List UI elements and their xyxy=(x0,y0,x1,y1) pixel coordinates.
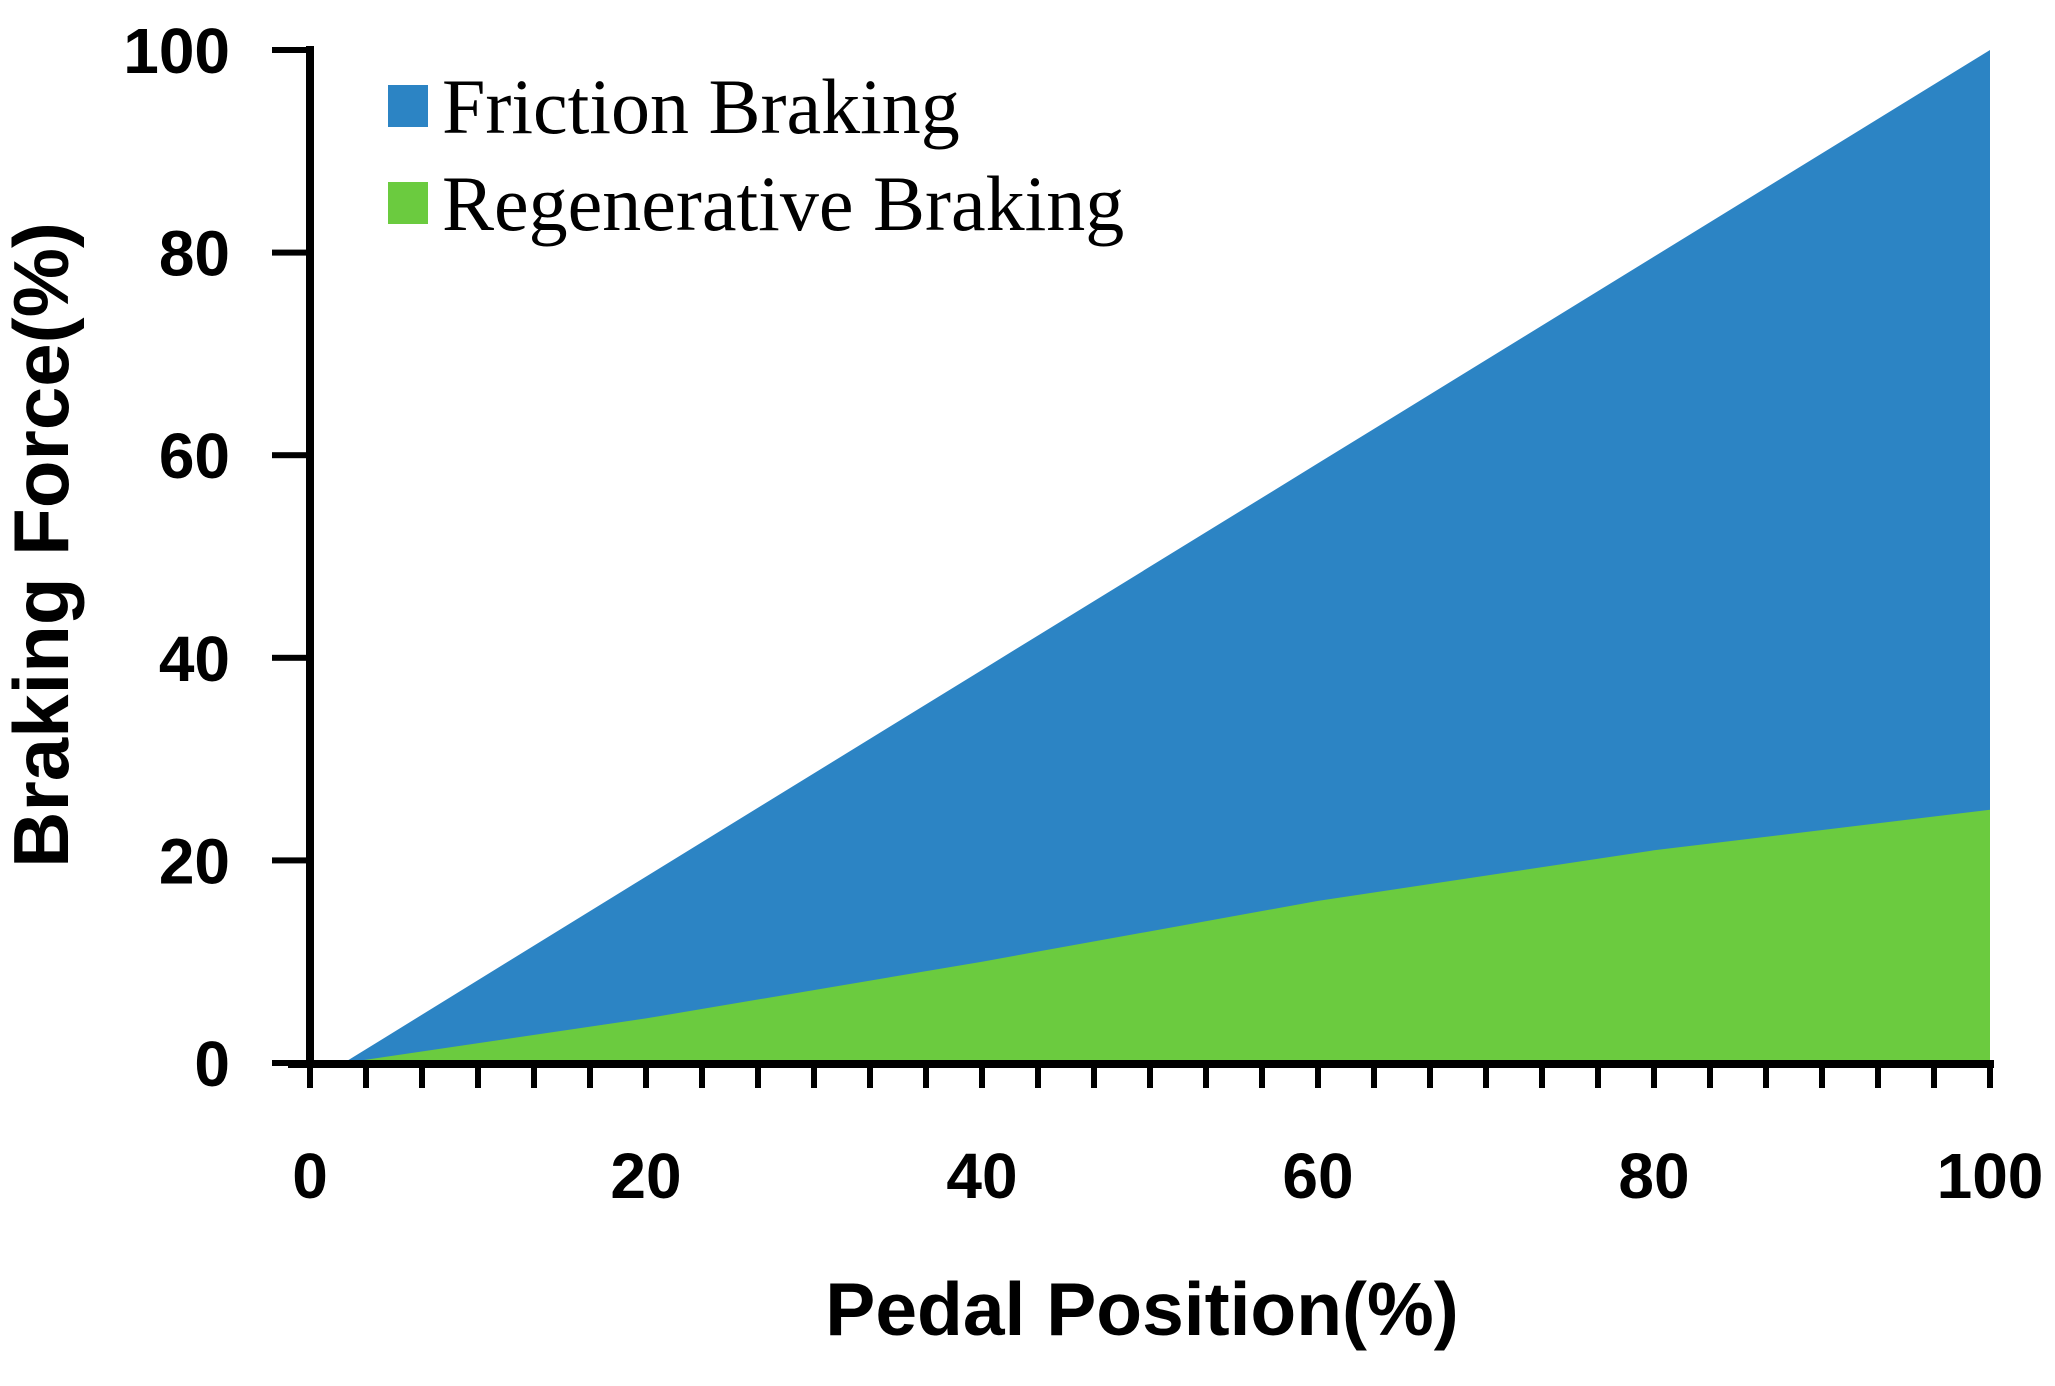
x-axis-minor-tick xyxy=(363,1068,369,1088)
x-axis-minor-tick xyxy=(699,1068,705,1088)
x-axis-minor-tick xyxy=(867,1068,873,1088)
x-axis-minor-tick xyxy=(1371,1068,1377,1088)
x-axis-line xyxy=(288,1060,1994,1068)
x-axis-minor-tick xyxy=(1091,1068,1097,1088)
y-axis-tick-label: 60 xyxy=(159,420,230,492)
x-axis-tick-label: 60 xyxy=(1282,1140,1353,1212)
legend-swatch-friction-braking xyxy=(388,85,428,127)
y-axis-tick xyxy=(272,249,306,256)
x-axis-minor-tick xyxy=(1483,1068,1489,1088)
x-axis-minor-tick xyxy=(1931,1068,1937,1088)
friction-braking-area xyxy=(310,50,1990,1063)
x-axis-tick-label: 80 xyxy=(1618,1140,1689,1212)
x-axis-minor-tick xyxy=(1315,1068,1321,1088)
x-axis-minor-tick xyxy=(1819,1068,1825,1088)
y-axis-tick xyxy=(272,654,306,661)
x-axis-minor-tick xyxy=(475,1068,481,1088)
regenerative-braking-area xyxy=(310,809,1990,1063)
x-axis-minor-tick xyxy=(1427,1068,1433,1088)
axis-tick-labels: 0 20 40 60 80 100 0 20 40 60 80 100 xyxy=(123,15,2043,1212)
y-axis-tick-label: 0 xyxy=(194,1028,230,1100)
y-axis-title: Braking Force(%) xyxy=(0,222,85,868)
axis-ticks xyxy=(272,47,1993,1088)
x-axis-title: Pedal Position(%) xyxy=(825,1267,1458,1351)
x-axis-minor-tick xyxy=(1987,1068,1993,1088)
y-axis-tick-label: 20 xyxy=(159,825,230,897)
y-axis-tick-label: 100 xyxy=(123,15,230,87)
x-axis-minor-tick xyxy=(979,1068,985,1088)
y-axis-tick-label: 80 xyxy=(159,218,230,290)
x-axis-minor-tick xyxy=(307,1068,313,1088)
x-axis-minor-tick xyxy=(1539,1068,1545,1088)
x-axis-minor-tick xyxy=(1875,1068,1881,1088)
x-axis-minor-tick xyxy=(643,1068,649,1088)
y-axis-tick xyxy=(272,47,306,53)
x-axis-minor-tick xyxy=(1595,1068,1601,1088)
x-axis-tick-label: 20 xyxy=(610,1140,681,1212)
y-axis-line xyxy=(306,46,314,1068)
y-axis-tick xyxy=(272,452,306,459)
x-axis-minor-tick xyxy=(1035,1068,1041,1088)
x-axis-minor-tick xyxy=(755,1068,761,1088)
legend-label-regenerative-braking: Regenerative Braking xyxy=(442,160,1124,247)
x-axis-minor-tick xyxy=(923,1068,929,1088)
x-axis-minor-tick xyxy=(1259,1068,1265,1088)
x-axis-minor-tick xyxy=(587,1068,593,1088)
legend: Friction Braking Regenerative Braking xyxy=(388,63,1124,247)
x-axis-minor-tick xyxy=(1707,1068,1713,1088)
x-axis-tick-label: 100 xyxy=(1937,1140,2044,1212)
x-axis-minor-tick xyxy=(419,1068,425,1088)
x-axis-minor-tick xyxy=(811,1068,817,1088)
y-axis-tick-label: 40 xyxy=(159,623,230,695)
plot-areas xyxy=(310,50,1990,1063)
legend-swatch-regenerative-braking xyxy=(388,182,428,224)
x-axis-minor-tick xyxy=(1763,1068,1769,1088)
x-axis-minor-tick xyxy=(1651,1068,1657,1088)
x-axis-tick-label: 0 xyxy=(292,1140,328,1212)
y-axis-tick xyxy=(272,1060,306,1066)
x-axis-minor-tick xyxy=(1147,1068,1153,1088)
x-axis-minor-tick xyxy=(531,1068,537,1088)
y-axis-tick xyxy=(272,857,306,864)
legend-label-friction-braking: Friction Braking xyxy=(442,63,960,150)
x-axis-minor-tick xyxy=(1203,1068,1209,1088)
x-axis-tick-label: 40 xyxy=(946,1140,1017,1212)
